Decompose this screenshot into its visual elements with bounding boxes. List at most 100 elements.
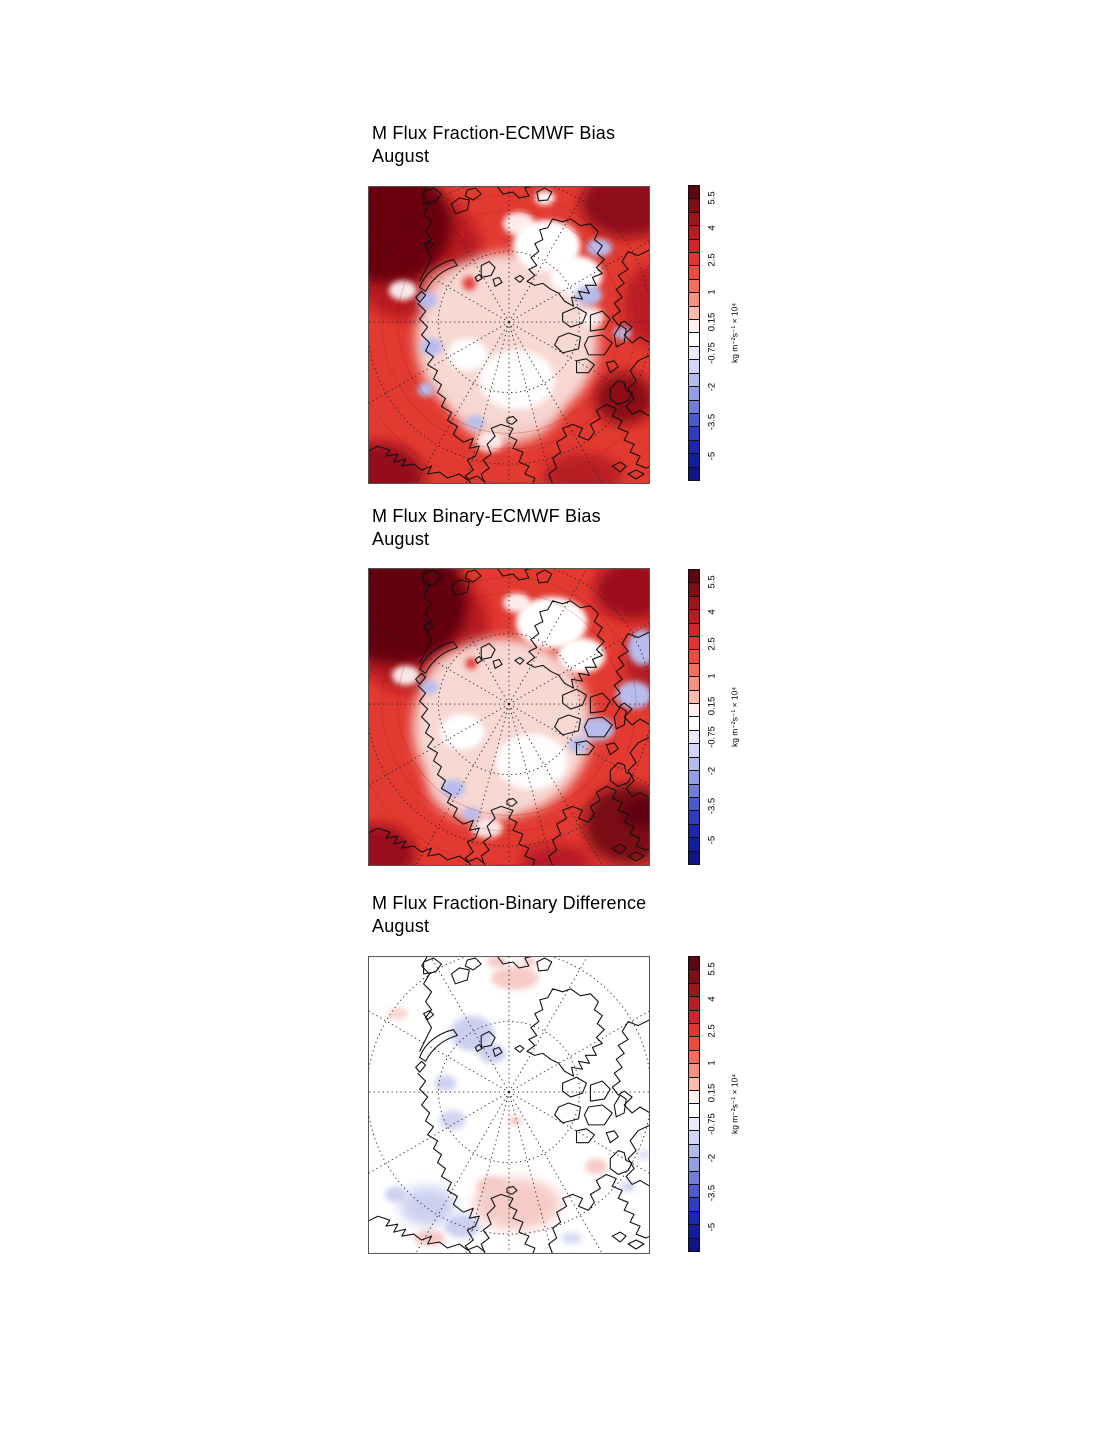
colorbar-segment xyxy=(689,997,699,1011)
colorbar-segment xyxy=(689,1158,699,1172)
colorbar-tick-label: 2.5 xyxy=(706,636,718,651)
colorbar-segment xyxy=(689,293,699,307)
colorbar-segment xyxy=(689,199,699,213)
colorbar-segment xyxy=(689,1131,699,1145)
colorbar-bar xyxy=(688,569,700,865)
colorbar-segment xyxy=(689,1104,699,1118)
colorbar-segment xyxy=(689,1198,699,1212)
colorbar-segment xyxy=(689,650,699,664)
colorbar-segment xyxy=(689,957,699,971)
colorbar-tick-label: 0.15 xyxy=(706,1083,718,1103)
panel-title-block: M Flux Fraction-Binary Difference August xyxy=(372,892,646,938)
colorbar-segment xyxy=(689,1238,699,1251)
colorbar-unit-label: kg m⁻²s⁻¹ × 10⁴ xyxy=(729,1073,740,1135)
colorbar-segment xyxy=(689,717,699,731)
colorbar-segment xyxy=(689,320,699,334)
colorbar-segment xyxy=(689,253,699,267)
map-frame xyxy=(368,956,650,1254)
colorbar-tick-label: 5.5 xyxy=(706,191,718,205)
colorbar-bar xyxy=(688,185,700,481)
colorbar-segment xyxy=(689,730,699,745)
colorbar-segment xyxy=(689,373,699,388)
colorbar-tick-label: -2 xyxy=(706,382,718,392)
colorbar-segment xyxy=(689,333,699,347)
colorbar-segment xyxy=(689,306,699,321)
colorbar-segment xyxy=(689,387,699,401)
colorbar-segment xyxy=(689,1211,699,1226)
colorbar-segment xyxy=(689,346,699,361)
colorbar-segment xyxy=(689,744,699,758)
panel-title-block: M Flux Fraction-ECMWF Bias August xyxy=(372,122,615,168)
colorbar-segment xyxy=(689,400,699,414)
colorbar-segment xyxy=(689,212,699,227)
panel-title: M Flux Fraction-ECMWF Bias xyxy=(372,123,616,143)
colorbar-segment xyxy=(689,1171,699,1185)
colorbar-segment xyxy=(689,851,699,864)
map-frame xyxy=(368,186,650,484)
colorbar-tick-label: -5 xyxy=(706,835,718,845)
colorbar-tick-label: -2 xyxy=(706,1153,718,1163)
colorbar-unit-label: kg m⁻²s⁻¹ × 10⁴ xyxy=(729,302,740,364)
panel-title-block: M Flux Binary-ECMWF Bias August xyxy=(372,505,601,551)
colorbar-segment xyxy=(689,1077,699,1092)
colorbar-tick-label: 4 xyxy=(706,225,718,231)
colorbar: 5.5 4 2.5 1 0.15 -0.75 -2 -3.5 -5 kg m⁻²s⁻¹ × 10⁴ xyxy=(688,569,748,865)
panel-subtitle: August xyxy=(372,146,430,166)
arctic-map-fraction-binary-difference xyxy=(368,956,650,1254)
colorbar-tick-label: 5.5 xyxy=(706,575,718,589)
panel-title: M Flux Fraction-Binary Difference xyxy=(372,893,647,913)
colorbar-segment xyxy=(689,360,699,374)
arctic-map-binary-ecmwf-bias xyxy=(368,568,650,866)
colorbar-tick-label: -0.75 xyxy=(706,1113,718,1135)
colorbar-tick-label: 5.5 xyxy=(706,962,718,976)
colorbar-tick-label: 2.5 xyxy=(706,1023,718,1038)
arctic-map-fraction-ecmwf-bias xyxy=(368,186,650,484)
colorbar-segment xyxy=(689,811,699,825)
colorbar-segment xyxy=(689,1037,699,1051)
colorbar-segment xyxy=(689,663,699,678)
colorbar-segment xyxy=(689,677,699,691)
colorbar-segment xyxy=(689,570,699,584)
colorbar-tick-label: -0.75 xyxy=(706,342,718,364)
colorbar-unit-label: kg m⁻²s⁻¹ × 10⁴ xyxy=(729,686,740,748)
colorbar-segment xyxy=(689,637,699,651)
colorbar-tick-label: 4 xyxy=(706,609,718,615)
colorbar-tick-label: 1 xyxy=(706,673,718,679)
colorbar-segment xyxy=(689,824,699,839)
colorbar-segment xyxy=(689,1225,699,1239)
colorbar-segment xyxy=(689,427,699,441)
panel-subtitle: August xyxy=(372,916,430,936)
colorbar-segment xyxy=(689,1091,699,1105)
colorbar-segment xyxy=(689,186,699,200)
contour-fill-field xyxy=(368,568,650,866)
colorbar-segment xyxy=(689,1117,699,1132)
colorbar-segment xyxy=(689,1064,699,1078)
colorbar-tick-label: -5 xyxy=(706,1222,718,1232)
colorbar-segment xyxy=(689,983,699,998)
map-frame xyxy=(368,568,650,866)
colorbar-tick-label: 1 xyxy=(706,289,718,295)
colorbar-segment xyxy=(689,970,699,984)
colorbar-segment xyxy=(689,704,699,718)
colorbar-segment xyxy=(689,583,699,597)
colorbar-tick-label: 1 xyxy=(706,1060,718,1066)
colorbar-tick-label: -0.75 xyxy=(706,726,718,748)
colorbar: 5.5 4 2.5 1 0.15 -0.75 -2 -3.5 -5 kg m⁻²s⁻¹ × 10⁴ xyxy=(688,956,748,1252)
colorbar-tick-label: -2 xyxy=(706,766,718,776)
colorbar-segment xyxy=(689,838,699,852)
colorbar-segment xyxy=(689,440,699,455)
colorbar-segment xyxy=(689,1184,699,1199)
colorbar-segment xyxy=(689,413,699,428)
colorbar-segment xyxy=(689,467,699,480)
colorbar-segment xyxy=(689,596,699,611)
colorbar-segment xyxy=(689,1024,699,1038)
colorbar-segment xyxy=(689,623,699,638)
colorbar-tick-label: 0.15 xyxy=(706,312,718,332)
colorbar-segment xyxy=(689,1144,699,1159)
colorbar-tick-label: -3.5 xyxy=(706,413,718,430)
colorbar-segment xyxy=(689,1050,699,1065)
colorbar-tick-label: -3.5 xyxy=(706,1184,718,1201)
colorbar-segment xyxy=(689,239,699,254)
colorbar-segment xyxy=(689,266,699,280)
